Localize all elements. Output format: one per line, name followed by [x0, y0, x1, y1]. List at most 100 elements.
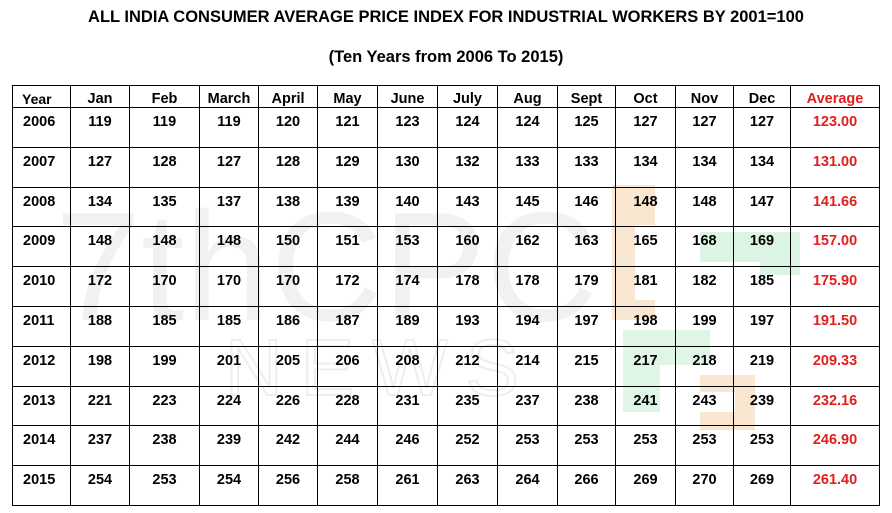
- month-value-cell: 253: [497, 425, 558, 467]
- month-value-cell: 165: [615, 226, 676, 268]
- month-value-cell: 228: [317, 385, 378, 427]
- month-value-cell: 139: [317, 186, 378, 228]
- table-row: 2012 198 199 201 205 206 208 212 214 215 217 218 219…: [12, 345, 880, 387]
- month-value-cell: 235: [437, 385, 498, 427]
- table-row: 2014 237 238 239 242 244 246 252 253 253 253 253 253…: [12, 425, 880, 467]
- month-value-cell: 226: [258, 385, 318, 427]
- column-header-dec: Dec: [733, 85, 791, 108]
- month-value-cell: 153: [377, 226, 438, 268]
- month-value-cell: 134: [675, 146, 734, 188]
- month-value-cell: 194: [497, 305, 558, 347]
- month-value-cell: 140: [377, 186, 438, 228]
- month-value-cell: 238: [557, 385, 616, 427]
- month-value-cell: 223: [129, 385, 200, 427]
- month-value-cell: 146: [557, 186, 616, 228]
- month-value-cell: 130: [377, 146, 438, 188]
- month-value-cell: 266: [557, 465, 616, 506]
- year-cell: 2015: [12, 465, 71, 506]
- table-row: 2009 148 148 148 150 151 153 160 162 163 165 168 169…: [12, 226, 880, 268]
- month-value-cell: 147: [733, 186, 791, 228]
- month-value-cell: 148: [615, 186, 676, 228]
- month-value-cell: 123: [377, 107, 438, 148]
- month-value-cell: 134: [733, 146, 791, 188]
- month-value-cell: 127: [70, 146, 130, 188]
- year-cell: 2011: [12, 305, 71, 347]
- month-value-cell: 174: [377, 266, 438, 307]
- column-header-june: June: [377, 85, 438, 108]
- month-value-cell: 242: [258, 425, 318, 467]
- year-cell: 2013: [12, 385, 71, 427]
- month-value-cell: 148: [675, 186, 734, 228]
- month-value-cell: 218: [675, 345, 734, 387]
- month-value-cell: 162: [497, 226, 558, 268]
- month-value-cell: 214: [497, 345, 558, 387]
- page-subtitle: (Ten Years from 2006 To 2015): [328, 48, 564, 66]
- month-value-cell: 239: [199, 425, 259, 467]
- month-value-cell: 231: [377, 385, 438, 427]
- month-value-cell: 189: [377, 305, 438, 347]
- month-value-cell: 185: [199, 305, 259, 347]
- month-value-cell: 243: [675, 385, 734, 427]
- month-value-cell: 128: [129, 146, 200, 188]
- table-row: 2013 221 223 224 226 228 231 235 237 238 241 243 239…: [12, 385, 880, 427]
- month-value-cell: 238: [129, 425, 200, 467]
- month-value-cell: 133: [497, 146, 558, 188]
- month-value-cell: 263: [437, 465, 498, 506]
- month-value-cell: 151: [317, 226, 378, 268]
- page-title: ALL INDIA CONSUMER AVERAGE PRICE INDEX F…: [88, 8, 804, 26]
- month-value-cell: 254: [70, 465, 130, 506]
- month-value-cell: 172: [317, 266, 378, 307]
- year-cell: 2012: [12, 345, 71, 387]
- month-value-cell: 241: [615, 385, 676, 427]
- month-value-cell: 178: [497, 266, 558, 307]
- month-value-cell: 244: [317, 425, 378, 467]
- month-value-cell: 145: [497, 186, 558, 228]
- table-body: 2006 119 119 119 120 121 123 124 124 125 127 127 127…: [12, 107, 880, 506]
- table-row: 2006 119 119 119 120 121 123 124 124 125 127 127 127…: [12, 107, 880, 148]
- month-value-cell: 172: [70, 266, 130, 307]
- month-value-cell: 132: [437, 146, 498, 188]
- month-value-cell: 217: [615, 345, 676, 387]
- month-value-cell: 253: [129, 465, 200, 506]
- month-value-cell: 127: [199, 146, 259, 188]
- month-value-cell: 199: [129, 345, 200, 387]
- month-value-cell: 133: [557, 146, 616, 188]
- month-value-cell: 119: [199, 107, 259, 148]
- month-value-cell: 134: [615, 146, 676, 188]
- column-header-year: Year: [12, 85, 71, 108]
- month-value-cell: 253: [615, 425, 676, 467]
- column-header-nov: Nov: [675, 85, 734, 108]
- month-value-cell: 197: [557, 305, 616, 347]
- month-value-cell: 201: [199, 345, 259, 387]
- year-cell: 2010: [12, 266, 71, 307]
- month-value-cell: 170: [199, 266, 259, 307]
- month-value-cell: 137: [199, 186, 259, 228]
- month-value-cell: 258: [317, 465, 378, 506]
- average-cell: 209.33: [790, 345, 880, 387]
- month-value-cell: 143: [437, 186, 498, 228]
- month-value-cell: 127: [675, 107, 734, 148]
- year-cell: 2009: [12, 226, 71, 268]
- month-value-cell: 134: [70, 186, 130, 228]
- month-value-cell: 168: [675, 226, 734, 268]
- column-header-april: April: [258, 85, 318, 108]
- month-value-cell: 215: [557, 345, 616, 387]
- month-value-cell: 239: [733, 385, 791, 427]
- month-value-cell: 185: [129, 305, 200, 347]
- average-cell: 232.16: [790, 385, 880, 427]
- column-header-average: Average: [790, 85, 880, 108]
- month-value-cell: 237: [497, 385, 558, 427]
- month-value-cell: 186: [258, 305, 318, 347]
- column-header-march: March: [199, 85, 259, 108]
- month-value-cell: 127: [733, 107, 791, 148]
- year-cell: 2008: [12, 186, 71, 228]
- table-row: 2015 254 253 254 256 258 261 263 264 266 269 270 269…: [12, 465, 880, 506]
- average-cell: 131.00: [790, 146, 880, 188]
- month-value-cell: 125: [557, 107, 616, 148]
- month-value-cell: 212: [437, 345, 498, 387]
- month-value-cell: 128: [258, 146, 318, 188]
- month-value-cell: 206: [317, 345, 378, 387]
- month-value-cell: 246: [377, 425, 438, 467]
- month-value-cell: 150: [258, 226, 318, 268]
- month-value-cell: 169: [733, 226, 791, 268]
